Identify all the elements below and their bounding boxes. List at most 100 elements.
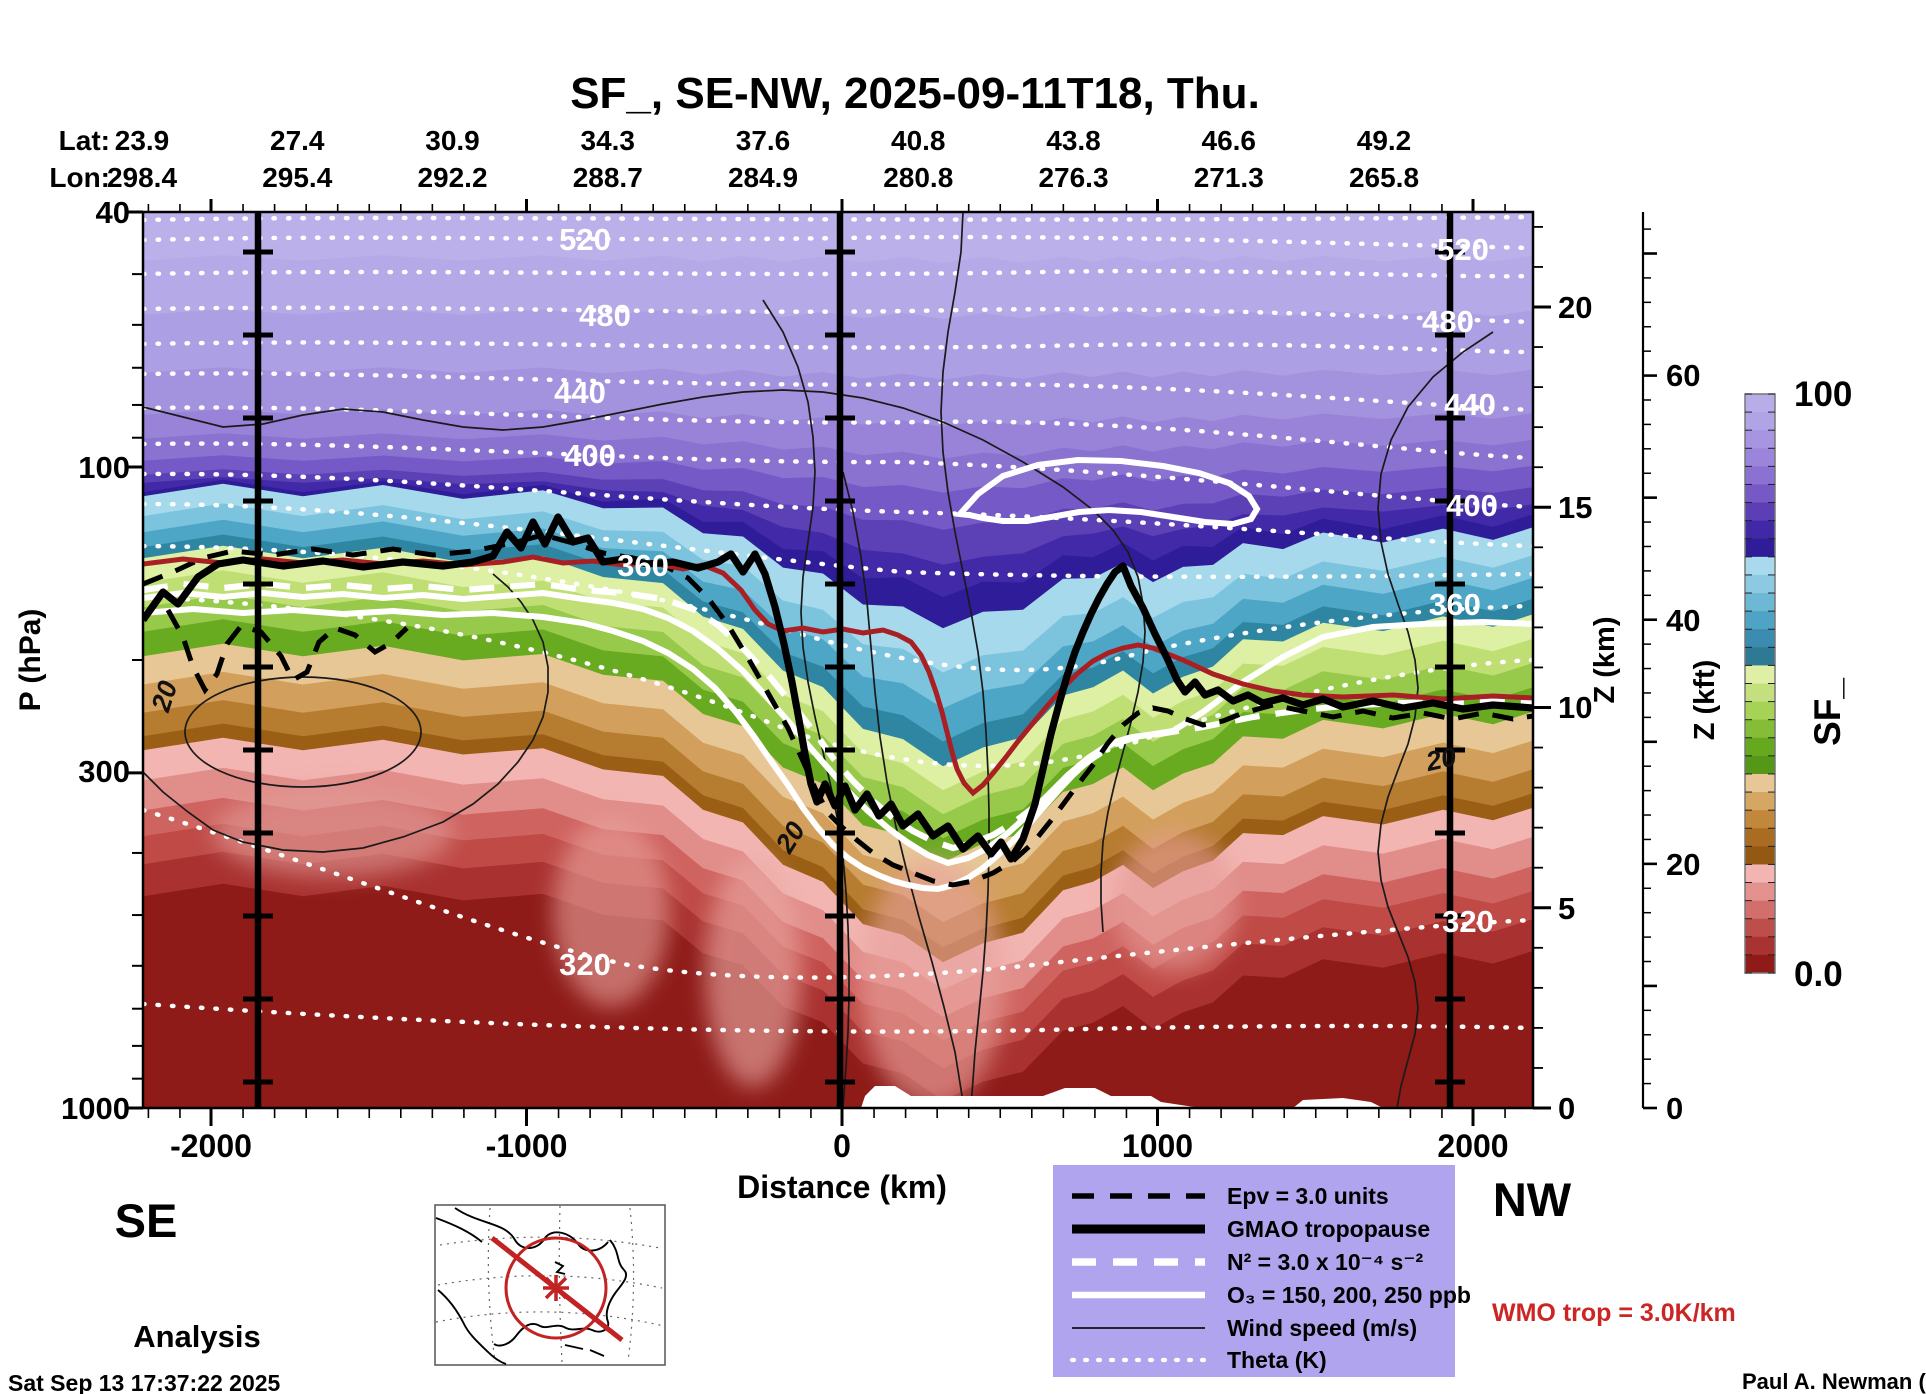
n2-contour [143, 580, 1533, 852]
svg-text:400: 400 [1446, 488, 1498, 523]
legend-label-theta: Theta (K) [1227, 1347, 1327, 1373]
legend-label-o3: O₃ = 150, 200, 250 ppb [1227, 1282, 1471, 1308]
svg-text:360: 360 [617, 548, 669, 583]
colorbar-band [1745, 737, 1775, 757]
svg-text:480: 480 [579, 298, 631, 333]
zkft-axis-title: Z (kft) [1689, 660, 1721, 741]
legend-label-gmao: GMAO tropopause [1227, 1216, 1430, 1242]
analysis-label: Analysis [133, 1319, 261, 1354]
svg-text:2000: 2000 [1437, 1128, 1508, 1164]
svg-text:5: 5 [1558, 891, 1575, 926]
credit: Paul A. Newman (NASA [1742, 1369, 1926, 1394]
svg-text:440: 440 [554, 375, 606, 410]
colorbar-band [1745, 954, 1775, 974]
moist-plumes [213, 787, 1237, 1107]
colorbar-band [1745, 864, 1775, 884]
lon-value: 292.2 [417, 162, 487, 193]
epv-contours [143, 532, 1533, 888]
waypoint-lines [243, 212, 1465, 1108]
colorbar-band [1745, 755, 1775, 775]
page-title: SF_, SE-NW, 2025-09-11T18, Thu. [570, 69, 1260, 118]
svg-text:-1000: -1000 [486, 1128, 568, 1164]
terrain-cutout [861, 1086, 1383, 1108]
zkm-axis-labels: 20 15 10 5 0 [1558, 290, 1592, 1126]
distance-axis-labels: -2000 -1000 0 1000 2000 [170, 1128, 1509, 1164]
svg-text:0: 0 [833, 1128, 851, 1164]
lat-value: 34.3 [581, 125, 636, 156]
lat-value: 30.9 [425, 125, 480, 156]
ozone-contours [143, 456, 1533, 893]
svg-text:15: 15 [1558, 490, 1592, 525]
colorbar-band [1745, 936, 1775, 956]
colorbar-max-label: 100 [1794, 375, 1852, 414]
wmo-note: WMO trop = 3.0K/km [1492, 1299, 1736, 1327]
colorbar-band [1745, 538, 1775, 558]
colorbar-band [1745, 520, 1775, 540]
map-inset [434, 1204, 666, 1366]
colorbar-band [1745, 719, 1775, 739]
legend-label-wind: Wind speed (m/s) [1227, 1315, 1417, 1341]
theta-contour-labels: 520 480 440 400 360 320 520 480 440 400 … [554, 222, 1498, 982]
colorbar-title: SF_ [1807, 678, 1848, 746]
zkft-axis-labels: 60 40 20 0 [1666, 358, 1700, 1126]
lat-values-row: 23.9 27.4 30.9 34.3 37.6 40.8 43.8 46.6 49.2 [115, 125, 1412, 156]
lat-value: 43.8 [1046, 125, 1101, 156]
lon-value: 288.7 [573, 162, 643, 193]
lon-values-row: 298.4 295.4 292.2 288.7 284.9 280.8 276.3 271.3… [107, 162, 1419, 193]
corner-label-nw: NW [1493, 1173, 1572, 1226]
colorbar-band [1745, 882, 1775, 902]
wmo-tropopause-line [143, 554, 1533, 797]
gmao-tropopause-line [143, 513, 1533, 863]
timestamp: Sat Sep 13 17:37:22 2025 [8, 1370, 281, 1394]
colorbar-band [1745, 792, 1775, 811]
svg-text:40: 40 [1666, 603, 1700, 638]
lon-value: 280.8 [883, 162, 953, 193]
legend-background [1053, 1165, 1455, 1377]
lon-value: 271.3 [1194, 162, 1264, 193]
colorbar-band [1745, 828, 1775, 847]
svg-text:360: 360 [1429, 587, 1481, 622]
svg-text:100: 100 [78, 450, 130, 485]
colorbar-band [1745, 611, 1775, 630]
lat-value: 49.2 [1357, 125, 1412, 156]
lon-value: 295.4 [262, 162, 332, 193]
colorbar-band [1745, 683, 1775, 703]
svg-text:300: 300 [78, 754, 130, 789]
svg-text:1000: 1000 [61, 1091, 130, 1126]
axis-ticks [125, 199, 1657, 1126]
lon-value: 276.3 [1038, 162, 1108, 193]
colorbar-band [1745, 466, 1775, 485]
svg-text:0: 0 [1558, 1091, 1575, 1126]
lat-value: 37.6 [736, 125, 791, 156]
colorbar-band [1745, 900, 1775, 920]
colorbar-band [1745, 629, 1775, 648]
colorbar-band [1745, 701, 1775, 721]
svg-text:0: 0 [1666, 1091, 1683, 1126]
lat-row-label: Lat: [59, 125, 110, 156]
svg-text:40: 40 [96, 195, 130, 230]
lon-value: 298.4 [107, 162, 177, 193]
svg-text:520: 520 [559, 222, 611, 257]
colorbar-min-label: 0.0 [1794, 955, 1843, 994]
colorbar-band [1745, 593, 1775, 612]
svg-text:440: 440 [1444, 387, 1496, 422]
svg-text:20: 20 [1558, 290, 1592, 325]
lat-value: 23.9 [115, 125, 170, 156]
zkm-axis-title: Z (km) [1589, 617, 1621, 704]
svg-text:400: 400 [564, 438, 616, 473]
legend-label-epv: Epv = 3.0 units [1227, 1183, 1389, 1209]
lon-value: 284.9 [728, 162, 798, 193]
colorbar-band [1745, 484, 1775, 504]
colorbar-band [1745, 665, 1775, 684]
svg-text:20: 20 [1666, 847, 1700, 882]
colorbar-band [1745, 918, 1775, 938]
svg-text:1000: 1000 [1122, 1128, 1193, 1164]
lon-row-label: Lon: [49, 162, 110, 193]
colorbar-band [1745, 556, 1775, 576]
map-waypoint-star [543, 1275, 569, 1301]
svg-text:10: 10 [1558, 690, 1592, 725]
svg-text:480: 480 [1422, 304, 1474, 339]
colorbar-band [1745, 846, 1775, 865]
